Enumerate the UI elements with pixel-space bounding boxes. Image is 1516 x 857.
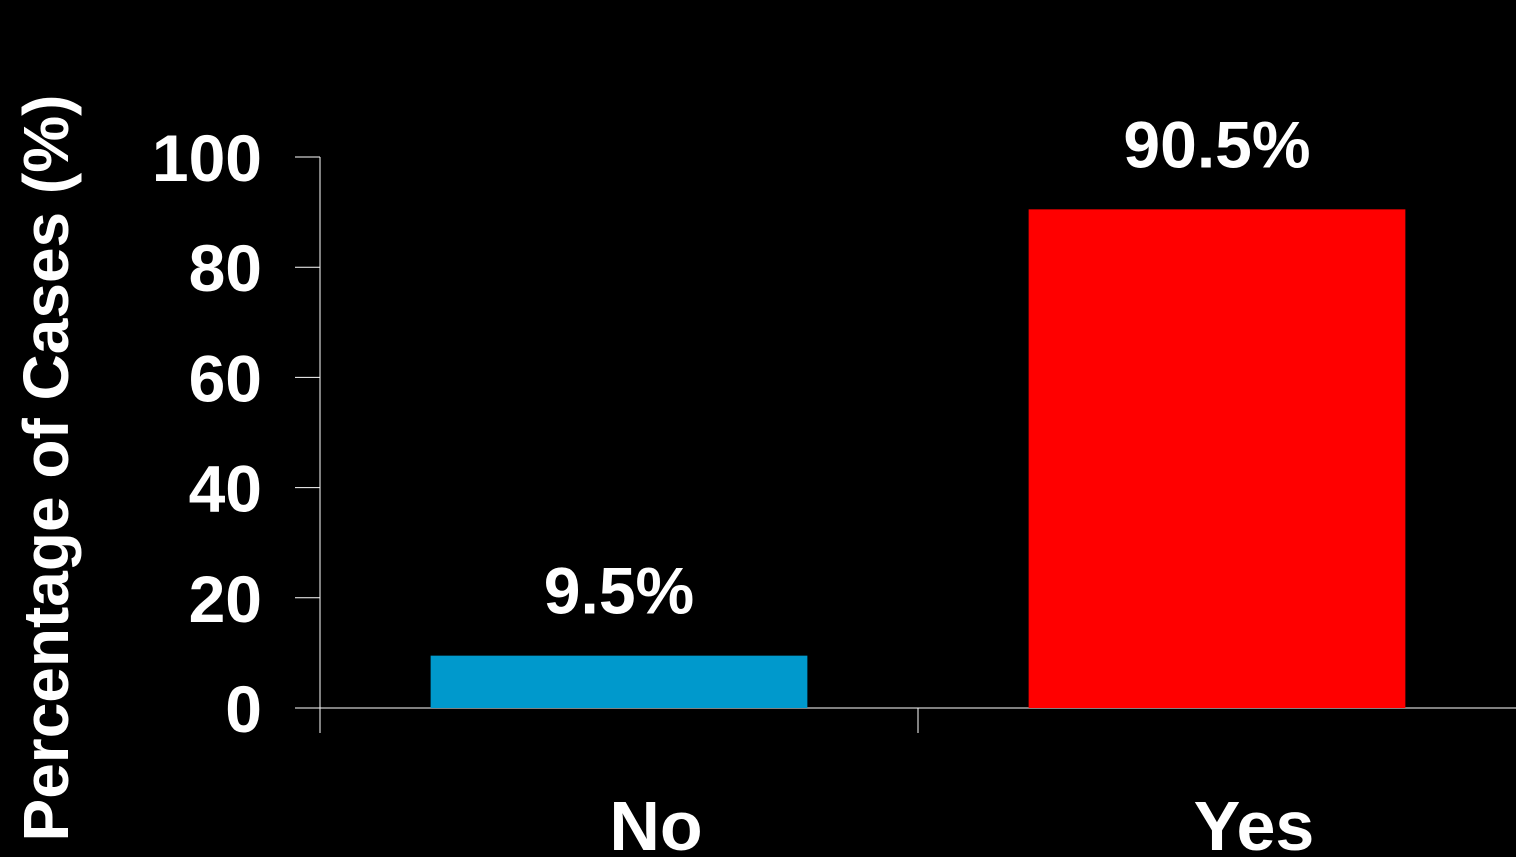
y-tick-label: 60 xyxy=(189,341,262,415)
bar xyxy=(1028,209,1406,708)
y-tick-label: 40 xyxy=(189,452,262,526)
bars xyxy=(430,209,1406,708)
y-ticks: 0 20 40 60 80 100 xyxy=(152,121,320,746)
bar xyxy=(430,655,808,708)
x-category-labels: No Yes xyxy=(609,787,1314,857)
y-tick-label: 0 xyxy=(225,672,262,746)
y-tick-label: 80 xyxy=(189,231,262,305)
x-category-label: Yes xyxy=(1194,787,1315,857)
x-category-label: No xyxy=(609,787,702,857)
y-axis-label: Percentage of Cases (%) xyxy=(10,95,82,842)
data-labels: 9.5% 90.5% xyxy=(544,107,1311,627)
data-label: 90.5% xyxy=(1123,107,1310,181)
data-label: 9.5% xyxy=(544,554,694,628)
y-tick-label: 100 xyxy=(152,121,262,195)
y-tick-label: 20 xyxy=(189,562,262,636)
